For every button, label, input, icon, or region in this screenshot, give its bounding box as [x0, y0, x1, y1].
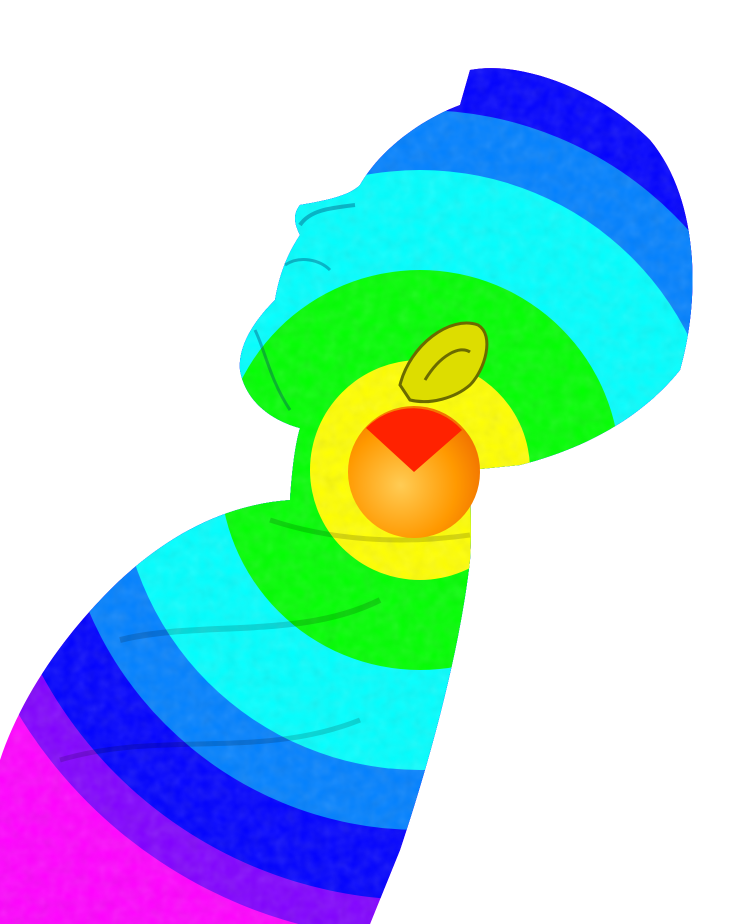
face-relief — [253, 203, 356, 411]
ear — [398, 321, 489, 404]
marker-wedge — [366, 408, 462, 472]
selection-marker[interactable] — [348, 406, 480, 538]
fabric-shading — [59, 517, 471, 763]
